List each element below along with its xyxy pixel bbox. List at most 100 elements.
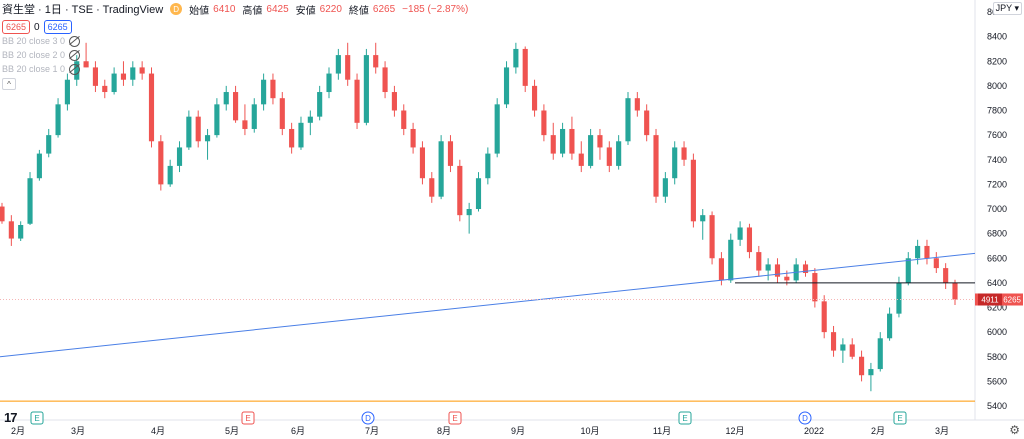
- trendline: [0, 252, 976, 358]
- candle: [952, 282, 958, 300]
- currency-selector[interactable]: JPY ▾: [992, 2, 1022, 15]
- candle: [204, 135, 211, 142]
- event-marker[interactable]: E: [30, 411, 44, 425]
- candle: [270, 79, 276, 99]
- hidden-eye-icon[interactable]: [69, 35, 81, 47]
- candle: [690, 159, 696, 222]
- gear-icon[interactable]: ⚙: [1009, 423, 1020, 437]
- candle: [746, 227, 753, 253]
- candle: [578, 153, 584, 166]
- event-marker-label: D: [802, 414, 808, 423]
- spread-value: 0: [34, 21, 40, 33]
- realtime-badge: D: [170, 3, 183, 15]
- candle: [924, 245, 930, 259]
- time-tick-label: 10月: [580, 426, 599, 436]
- candle: [784, 276, 790, 281]
- candle: [915, 245, 921, 259]
- candle: [298, 122, 304, 148]
- candle: [644, 110, 650, 136]
- time-tick-label: 2022: [804, 426, 824, 436]
- candle: [148, 73, 155, 142]
- change-value: −185 (−2.87%): [402, 3, 469, 15]
- candle: [485, 153, 491, 179]
- legend: 資生堂 · 1日 · TSE · TradingView D 始値 6410 高値…: [2, 2, 468, 90]
- candle: [653, 135, 659, 197]
- candle: [158, 141, 164, 185]
- candle: [8, 221, 14, 239]
- candle: [223, 92, 229, 105]
- candle: [18, 225, 24, 239]
- candle: [634, 98, 640, 111]
- candle: [373, 55, 379, 68]
- candle: [933, 258, 939, 269]
- candle: [167, 165, 173, 185]
- time-tick-label: 2月: [11, 426, 25, 436]
- candle: [457, 165, 463, 216]
- event-marker[interactable]: E: [893, 411, 907, 425]
- candle: [363, 55, 369, 123]
- volume-label-bg: [978, 293, 1002, 306]
- candle: [92, 67, 99, 86]
- candle: [83, 61, 89, 68]
- candle: [728, 239, 734, 281]
- price-tick-label: 7200: [987, 179, 1007, 189]
- candle: [120, 73, 127, 80]
- time-tick-label: 12月: [725, 426, 744, 436]
- time-tick-label: 9月: [511, 426, 525, 436]
- price-tick-label: 8400: [987, 32, 1007, 42]
- candle: [550, 135, 556, 154]
- indicator-bb-3[interactable]: BB 20 close 3 0: [2, 34, 468, 48]
- buy-price-box[interactable]: 6265: [43, 20, 72, 34]
- candle: [905, 258, 911, 283]
- event-marker[interactable]: E: [678, 411, 692, 425]
- candle: [0, 206, 5, 222]
- candle: [102, 85, 108, 93]
- symbol-title[interactable]: 資生堂 · 1日 · TSE · TradingView: [2, 4, 164, 16]
- candle: [27, 178, 33, 224]
- last-price-label: 6265: [1003, 295, 1021, 304]
- candle: [401, 110, 407, 129]
- candle: [214, 104, 220, 136]
- candle: [242, 120, 248, 129]
- event-marker[interactable]: D: [361, 411, 375, 425]
- event-marker-label: D: [365, 414, 371, 423]
- candle: [419, 147, 426, 179]
- price-tick-label: 7800: [987, 106, 1007, 116]
- event-marker[interactable]: E: [448, 411, 462, 425]
- candle: [438, 141, 444, 197]
- candle: [672, 147, 678, 179]
- event-marker-label: E: [34, 414, 39, 423]
- hidden-eye-icon[interactable]: [69, 49, 81, 61]
- indicator-bb-1[interactable]: BB 20 close 1 0: [2, 62, 468, 76]
- hidden-eye-icon[interactable]: [69, 63, 81, 75]
- time-tick-label: 2月: [871, 426, 885, 436]
- candle: [345, 55, 351, 80]
- time-tick-label: 3月: [71, 426, 85, 436]
- candle: [36, 153, 42, 179]
- candle: [737, 227, 743, 240]
- collapse-legend-button[interactable]: ^: [2, 78, 16, 90]
- event-marker[interactable]: D: [798, 411, 812, 425]
- candle: [46, 135, 52, 154]
- price-tick-label: 5400: [987, 401, 1007, 411]
- candle: [354, 79, 360, 123]
- candle: [849, 344, 855, 357]
- candle: [139, 67, 145, 74]
- candle: [802, 264, 809, 274]
- tradingview-logo: 17: [4, 410, 18, 425]
- candle: [130, 67, 136, 80]
- price-tick-label: 6800: [987, 229, 1007, 239]
- price-tick-label: 8000: [987, 81, 1007, 91]
- candle: [494, 104, 500, 154]
- volume-label: 4911: [981, 295, 999, 304]
- event-marker[interactable]: E: [241, 411, 255, 425]
- low-value: 6220: [319, 3, 342, 15]
- indicator-bb-2[interactable]: BB 20 close 2 0: [2, 48, 468, 62]
- price-tick-label: 5600: [987, 376, 1007, 386]
- price-tick-label: 6400: [987, 278, 1007, 288]
- candle: [55, 104, 61, 136]
- sell-price-box[interactable]: 6265: [2, 20, 31, 34]
- event-marker-label: E: [245, 414, 250, 423]
- candle: [662, 178, 668, 197]
